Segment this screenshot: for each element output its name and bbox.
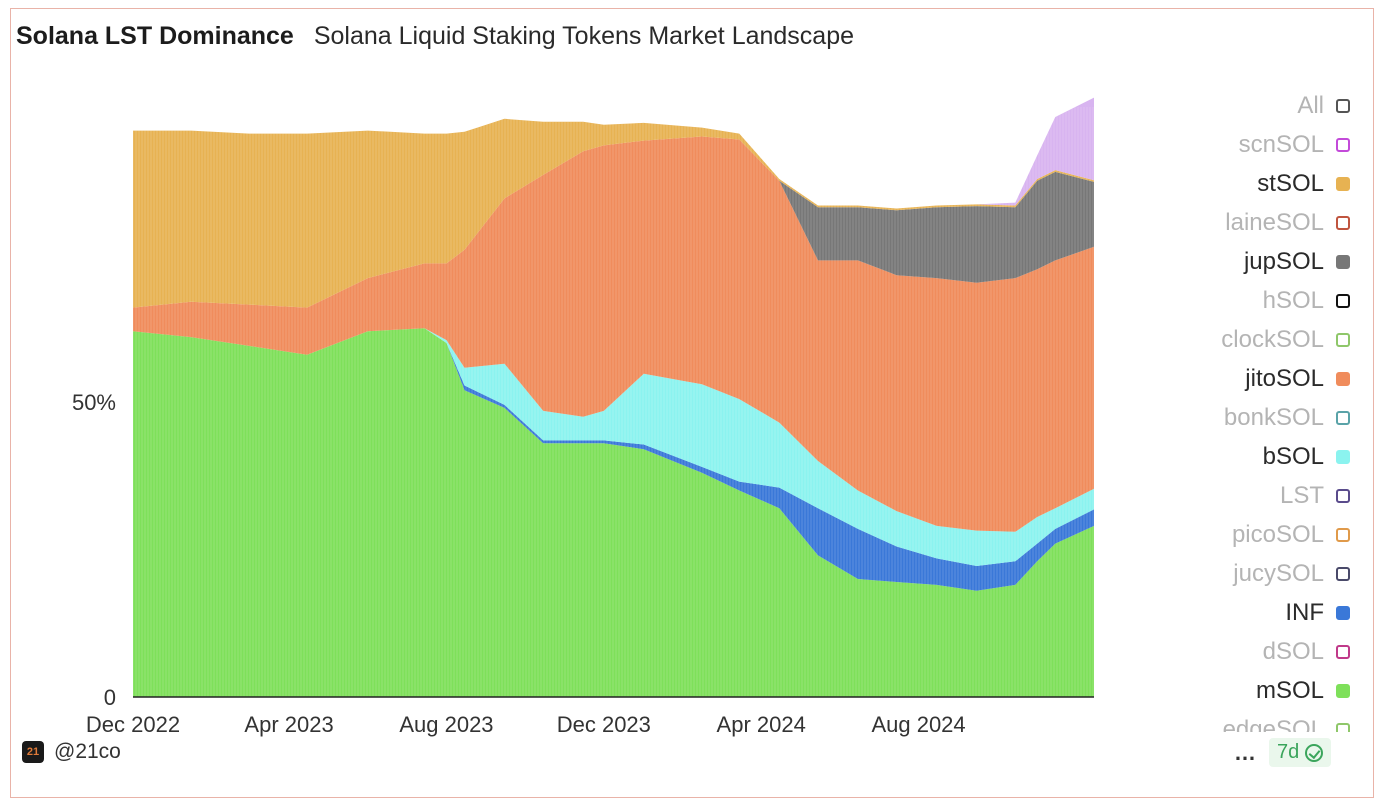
legend-item-stsol[interactable]: stSOL: [1180, 164, 1350, 203]
legend-swatch-icon: [1336, 644, 1350, 659]
chart-subtitle: Solana Liquid Staking Tokens Market Land…: [313, 22, 855, 50]
x-tick-label: Apr 2024: [717, 712, 806, 737]
legend-item-jitosol[interactable]: jitoSOL: [1180, 359, 1350, 398]
legend-swatch-icon: [1336, 722, 1350, 732]
legend-label: jucySOL: [1233, 559, 1324, 587]
series-area-bsol[interactable]: [133, 328, 1094, 566]
21co-logo-icon: 21: [22, 741, 44, 763]
legend-swatch-icon: [1336, 410, 1350, 425]
legend-item-scnsol[interactable]: scnSOL: [1180, 125, 1350, 164]
legend-swatch-icon: [1336, 683, 1350, 698]
series-area-jupsol[interactable]: [133, 136, 1094, 308]
legend-label: laineSOL: [1225, 208, 1324, 236]
legend-swatch-icon: [1336, 488, 1350, 503]
more-options-button[interactable]: …: [1234, 739, 1257, 765]
legend-item-bsol[interactable]: bSOL: [1180, 437, 1350, 476]
legend-label: INF: [1285, 598, 1324, 626]
verified-check-icon: [1305, 743, 1324, 762]
series-area-msol[interactable]: [133, 328, 1094, 697]
legend-swatch-icon: [1336, 254, 1350, 269]
legend-item-clocksol[interactable]: clockSOL: [1180, 320, 1350, 359]
legend-item-inf[interactable]: INF: [1180, 593, 1350, 632]
legend-swatch-icon: [1336, 449, 1350, 464]
legend-label: All: [1297, 91, 1324, 119]
legend-item-lainesol[interactable]: laineSOL: [1180, 203, 1350, 242]
legend-label: scnSOL: [1238, 130, 1324, 158]
legend-item-lst[interactable]: LST: [1180, 476, 1350, 515]
source-handle[interactable]: @21co: [54, 740, 121, 763]
series-area-stsol[interactable]: [133, 118, 1094, 308]
legend-label: jitoSOL: [1245, 364, 1324, 392]
legend-swatch-icon: [1336, 215, 1350, 230]
legend-label: LST: [1279, 481, 1324, 509]
series-area-jitosol[interactable]: [133, 136, 1094, 532]
legend-item-edgesol[interactable]: edgeSOL: [1180, 710, 1350, 732]
y-tick-label: 50%: [72, 390, 116, 415]
source-credit: 21 @21co: [22, 740, 121, 764]
legend-item-picosol[interactable]: picoSOL: [1180, 515, 1350, 554]
legend-swatch-icon: [1336, 605, 1350, 620]
legend-swatch-icon: [1336, 293, 1350, 308]
legend-label: jupSOL: [1243, 247, 1324, 275]
y-tick-label: 0: [104, 685, 116, 710]
legend-label: edgeSOL: [1222, 715, 1324, 733]
legend-item-dsol[interactable]: dSOL: [1180, 632, 1350, 671]
legend-item-jupsol[interactable]: jupSOL: [1180, 242, 1350, 281]
legend-swatch-icon: [1336, 566, 1350, 581]
x-tick-label: Dec 2023: [557, 712, 651, 737]
legend-label: mSOL: [1255, 676, 1324, 704]
x-tick-label: Aug 2023: [399, 712, 493, 737]
x-tick-label: Dec 2022: [86, 712, 180, 737]
legend-item-bonksol[interactable]: bonkSOL: [1180, 398, 1350, 437]
legend-swatch-icon: [1336, 176, 1350, 191]
legend-label: picoSOL: [1231, 520, 1324, 548]
legend-label: hSOL: [1262, 286, 1324, 314]
legend-item-jucysol[interactable]: jucySOL: [1180, 554, 1350, 593]
refresh-interval-badge[interactable]: 7d: [1269, 738, 1332, 767]
stacked-area-chart: 0 50% Dec 2022 Apr 2023 Aug 2023 Dec 2023 Apr …: [72, 97, 1094, 737]
legend-item-msol[interactable]: mSOL: [1180, 671, 1350, 710]
legend-label: stSOL: [1257, 169, 1324, 197]
chart-header: Solana LST Dominance Solana Liquid Staki…: [16, 22, 854, 51]
legend-label: bSOL: [1262, 442, 1324, 470]
legend-swatch-icon: [1336, 332, 1350, 347]
series-area-inf[interactable]: [133, 328, 1094, 591]
chart-title: Solana LST Dominance: [16, 22, 294, 50]
legend-item-hsol[interactable]: hSOL: [1180, 281, 1350, 320]
legend-swatch-icon: [1336, 527, 1350, 542]
bar-texture: [133, 107, 1094, 697]
legend: All scnSOL stSOL laineSOL jupSOL hSOL clockSOL…: [1180, 86, 1350, 732]
legend-label: dSOL: [1262, 637, 1324, 665]
x-tick-label: Aug 2024: [871, 712, 965, 737]
legend-swatch-icon: [1336, 98, 1350, 113]
legend-label: clockSOL: [1221, 325, 1324, 353]
legend-swatch-icon: [1336, 371, 1350, 386]
legend-label: bonkSOL: [1223, 403, 1324, 431]
x-tick-label: Apr 2023: [244, 712, 333, 737]
footer-controls: … 7d: [1234, 738, 1332, 767]
legend-item-all[interactable]: All: [1180, 86, 1350, 125]
legend-swatch-icon: [1336, 137, 1350, 152]
refresh-interval-label: 7d: [1277, 741, 1300, 763]
